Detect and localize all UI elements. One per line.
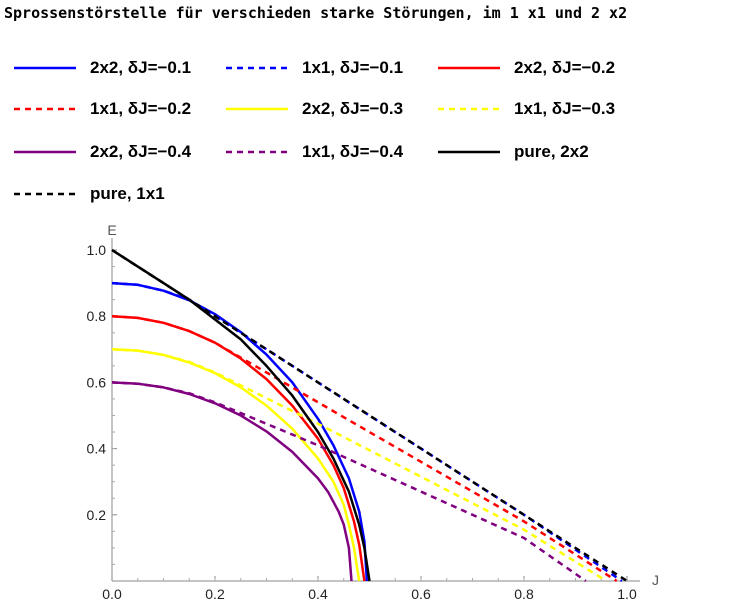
x-axis-label: J bbox=[652, 572, 659, 588]
series-line bbox=[111, 314, 618, 583]
series-line bbox=[111, 348, 608, 583]
series-line bbox=[111, 381, 587, 583]
legend-label: pure, 1x1 bbox=[90, 184, 165, 203]
series-line bbox=[111, 381, 353, 582]
x-tick-label: 1.0 bbox=[617, 586, 637, 602]
legend-swatch bbox=[14, 66, 76, 70]
legend-swatch bbox=[438, 150, 500, 154]
legend-swatch bbox=[226, 107, 288, 111]
legend-label: 2x2, δJ=−0.1 bbox=[90, 58, 192, 77]
y-tick-label: 0.6 bbox=[87, 374, 107, 390]
series-line bbox=[111, 248, 628, 583]
chart-title: Sprossenstörstelle für verschieden stark… bbox=[4, 4, 628, 22]
y-axis-label: E bbox=[107, 222, 116, 238]
legend-swatch bbox=[14, 150, 76, 154]
x-tick-label: 0.4 bbox=[308, 586, 328, 602]
x-tick-label: 0.8 bbox=[514, 586, 534, 602]
y-tick-label: 0.2 bbox=[87, 507, 107, 523]
series-line bbox=[111, 281, 369, 582]
legend-label: 1x1, δJ=−0.4 bbox=[302, 142, 404, 161]
x-tick-label: 0.2 bbox=[205, 586, 225, 602]
series-line bbox=[111, 281, 623, 583]
x-tick-label: 0.6 bbox=[411, 586, 431, 602]
legend-label: 1x1, δJ=−0.2 bbox=[90, 99, 192, 118]
legend-label: 2x2, δJ=−0.3 bbox=[302, 99, 404, 118]
legend-label: 2x2, δJ=−0.2 bbox=[514, 58, 616, 77]
legend-label: 1x1, δJ=−0.1 bbox=[302, 58, 404, 77]
x-tick-label: 0.0 bbox=[102, 586, 122, 602]
legend-label: 1x1, δJ=−0.3 bbox=[514, 99, 616, 118]
y-tick-label: 0.8 bbox=[87, 308, 107, 324]
legend-label: 2x2, δJ=−0.4 bbox=[90, 142, 192, 161]
y-tick-label: 1.0 bbox=[87, 242, 107, 258]
legend-label: pure, 2x2 bbox=[514, 142, 589, 161]
legend-swatch bbox=[438, 66, 500, 70]
y-tick-label: 0.4 bbox=[87, 441, 107, 457]
